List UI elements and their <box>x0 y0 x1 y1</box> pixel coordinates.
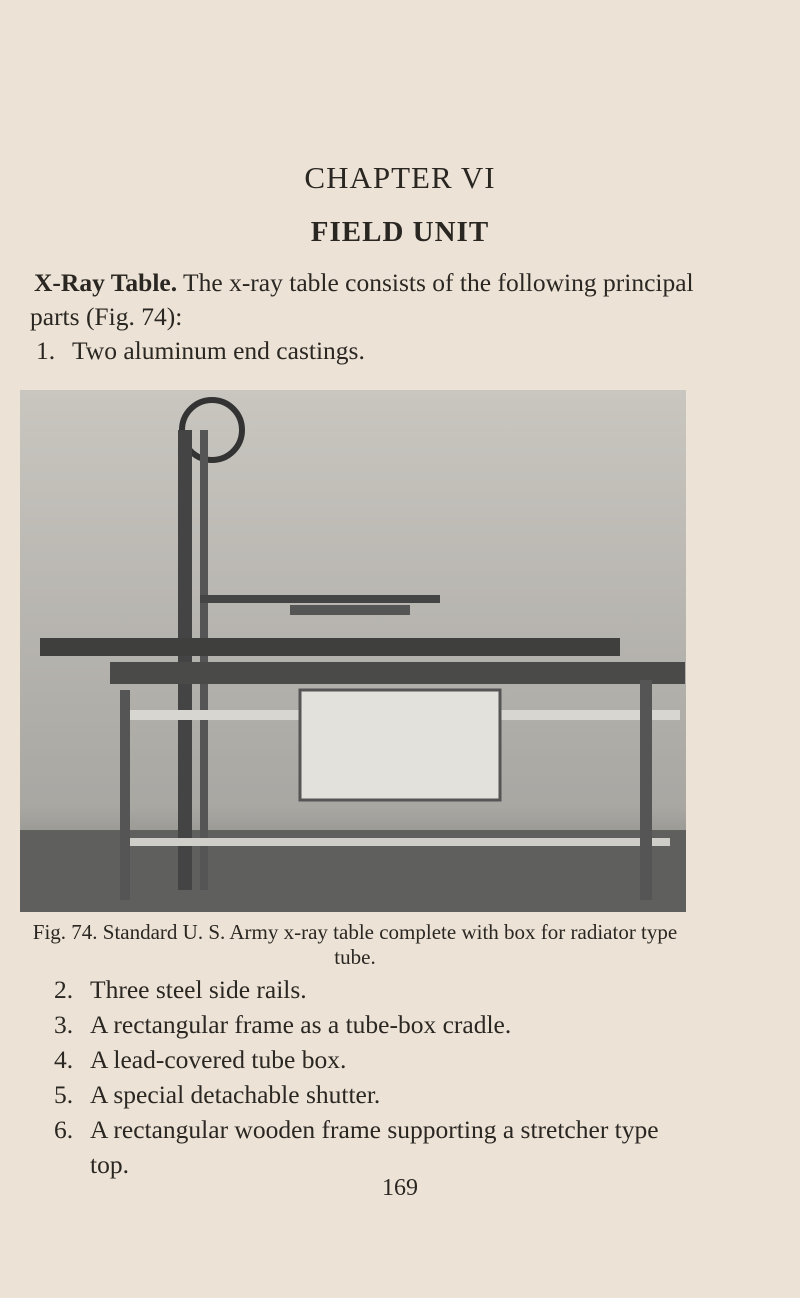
caption-text: Standard U. S. Army x-ray table complete… <box>102 920 678 969</box>
list-item: 5. A special detachable shutter. <box>54 1077 694 1112</box>
item-number: 4. <box>54 1045 74 1074</box>
figure-caption: Fig. 74. Standard U. S. Army x-ray table… <box>20 920 690 970</box>
list-item: 3. A rectangular frame as a tube-box crad… <box>54 1007 694 1042</box>
section-title: FIELD UNIT <box>310 216 490 248</box>
item-number: 5. <box>54 1080 74 1109</box>
list-item: 4. A lead-covered tube box. <box>54 1042 694 1077</box>
item-number: 6. <box>54 1115 74 1144</box>
list-item: 1. Two aluminum end castings. <box>36 334 716 368</box>
item-text: Three steel side rails. <box>90 975 307 1004</box>
item-text: A lead-covered tube box. <box>90 1045 347 1074</box>
item-number: 3. <box>54 1010 74 1039</box>
item-text: Two aluminum end castings. <box>72 336 365 365</box>
item-text: A rectangular frame as a tube-box cradle… <box>90 1010 512 1039</box>
list-item: 2. Three steel side rails. <box>54 972 694 1007</box>
chapter-heading: CHAPTER VI <box>304 160 496 195</box>
item-list: 2. Three steel side rails. 3. A rectangular… <box>54 972 694 1182</box>
intro-heading: X-Ray Table. <box>34 268 178 297</box>
item-text: A special detachable shutter. <box>90 1080 381 1109</box>
list-item: 6. A rectangular wooden frame supporting … <box>54 1112 694 1182</box>
figure-photo <box>20 390 686 912</box>
figure-label: Fig. 74. <box>32 920 98 944</box>
item-number: 1. <box>36 336 56 365</box>
item-text: A rectangular wooden frame supporting a … <box>90 1115 659 1179</box>
item-list: 1. Two aluminum end castings. <box>36 334 716 368</box>
page-number: 169 <box>382 1175 418 1201</box>
item-number: 2. <box>54 975 74 1004</box>
intro-paragraph: X-Ray Table. The x-ray table consists of… <box>30 266 700 334</box>
intro-text: The x-ray table consists of the followin… <box>30 268 694 331</box>
